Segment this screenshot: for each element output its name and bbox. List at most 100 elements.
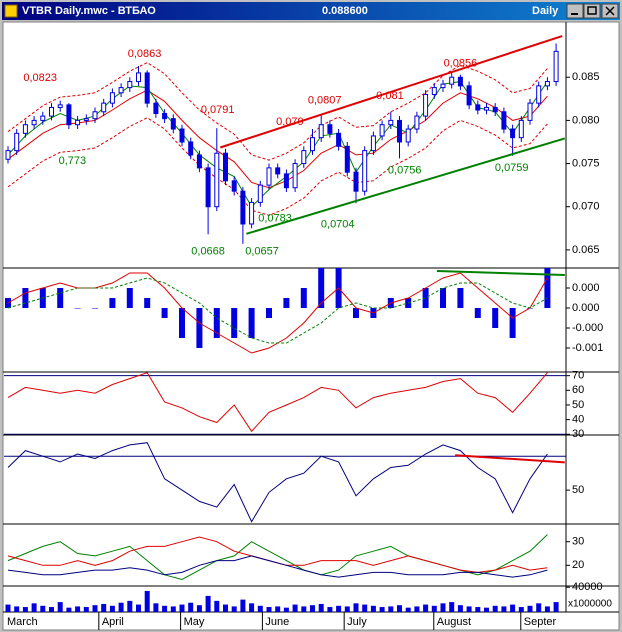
candle-body — [449, 76, 455, 85]
volume-bar — [379, 607, 385, 612]
histogram-bar — [179, 308, 185, 338]
volume-bar — [127, 600, 133, 612]
histogram-bar — [57, 288, 64, 308]
volume-bar — [153, 603, 159, 612]
candle-body — [66, 104, 72, 126]
volume-bar — [249, 603, 255, 612]
volume-bar — [40, 605, 46, 612]
minimize-button[interactable] — [566, 3, 584, 19]
volume-bar — [170, 606, 176, 612]
volume-bar — [275, 606, 281, 612]
histogram-bar — [196, 308, 203, 348]
candle-body — [536, 85, 542, 104]
period: Daily — [532, 5, 559, 17]
y-tick-label: 0.080 — [572, 114, 600, 126]
candle-body — [501, 111, 507, 130]
volume-bar — [310, 605, 315, 612]
candle-body — [92, 111, 98, 120]
histogram-bar — [266, 308, 272, 318]
y-tick-label: 0.075 — [572, 157, 600, 169]
candle-body — [83, 118, 89, 121]
histogram-bar — [126, 288, 133, 308]
volume-bar — [431, 605, 437, 612]
volume-bar — [536, 603, 542, 612]
volume-bar — [31, 603, 37, 612]
price-annotation: 0,0807 — [308, 94, 342, 106]
candle-body — [484, 106, 489, 111]
candle-body — [518, 119, 524, 139]
volume-bar — [83, 607, 89, 612]
histogram-bar — [231, 308, 238, 338]
volume-bar — [266, 607, 272, 612]
histogram-bar — [457, 288, 464, 308]
volume-bar — [5, 604, 11, 612]
y-tick-label: 40000 — [572, 581, 603, 593]
volume-bar — [475, 607, 481, 612]
volume-bar — [510, 604, 516, 612]
y-tick-label: 70 — [572, 370, 584, 382]
y-tick-label: 0.065 — [572, 244, 600, 256]
volume-bar — [136, 604, 141, 612]
volume-bar — [397, 605, 402, 612]
candle-body — [310, 137, 315, 152]
candle-body — [162, 112, 168, 120]
histogram-bar — [213, 308, 220, 338]
histogram-bar — [144, 298, 151, 308]
histogram-bar — [22, 288, 29, 308]
volume-bar — [353, 603, 359, 612]
volume-bar — [14, 606, 20, 612]
maximize-button[interactable] — [583, 3, 601, 19]
candle-body — [153, 102, 159, 114]
candle-body — [492, 106, 498, 113]
volume-bar — [214, 600, 220, 612]
candle-body — [249, 201, 255, 225]
price-annotation: 0,0856 — [444, 57, 478, 69]
close-button[interactable] — [601, 3, 619, 19]
histogram-bar — [161, 308, 168, 318]
histogram-bar — [353, 308, 359, 318]
candle-body — [223, 152, 228, 182]
trend-line — [219, 35, 563, 149]
histogram-bar — [300, 288, 307, 308]
candle-body — [544, 81, 550, 87]
y-tick-label: 0.000 — [572, 302, 600, 314]
candle-body — [22, 124, 28, 134]
indicator-line — [7, 372, 548, 433]
volume-bar — [118, 602, 124, 612]
volume-bar — [318, 603, 324, 612]
price-annotation: 0,0759 — [495, 162, 529, 174]
candle-body — [275, 167, 281, 175]
histogram-bar — [109, 298, 116, 308]
candle-body — [118, 87, 124, 94]
candle-body — [179, 128, 185, 143]
x-tick-label: Septer — [524, 616, 557, 628]
volume-bar — [179, 604, 185, 612]
volume-bar — [22, 607, 28, 612]
volume-bar — [423, 604, 429, 612]
volume-bar — [301, 606, 307, 612]
candle-body — [196, 154, 202, 169]
histogram-bar — [248, 308, 255, 338]
candle-body — [431, 87, 437, 96]
volume-bar — [484, 607, 489, 612]
candle-body — [57, 104, 63, 108]
candle-body — [457, 76, 463, 87]
volume-bar — [553, 602, 559, 612]
candle-body — [397, 119, 402, 143]
volume-bar — [196, 605, 202, 612]
volume-bar — [457, 605, 463, 612]
volume-bar — [501, 606, 507, 612]
price-annotation: 0,0668 — [191, 246, 225, 258]
app-icon — [4, 4, 18, 18]
candle-body — [414, 115, 420, 130]
candle-body — [292, 163, 298, 189]
x-tick-label: June — [265, 616, 289, 628]
y-tick-label: -0.000 — [572, 322, 603, 334]
volume-bar — [257, 605, 263, 612]
price-annotation: 0,773 — [59, 155, 87, 167]
candle-body — [5, 150, 11, 160]
candle-body — [510, 128, 516, 139]
candle-body — [257, 184, 263, 203]
volume-bar — [92, 605, 98, 612]
histogram-bar — [92, 308, 98, 309]
